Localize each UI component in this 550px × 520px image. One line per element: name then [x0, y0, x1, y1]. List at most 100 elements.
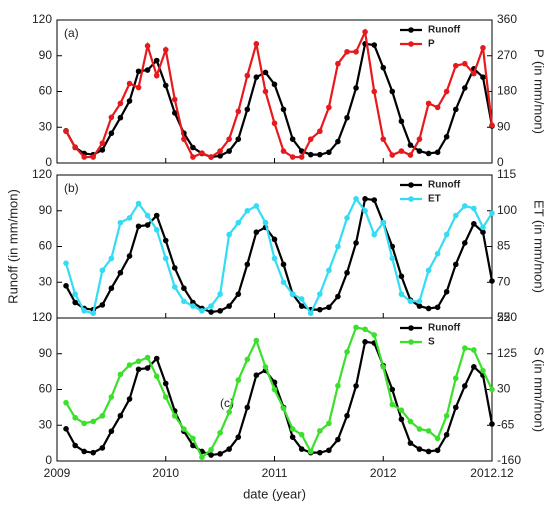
point — [162, 237, 169, 244]
point — [63, 283, 69, 289]
y-tick-label: 0 — [45, 310, 52, 324]
point — [407, 440, 414, 446]
point — [90, 418, 97, 425]
y-tick-label: 0 — [45, 453, 52, 467]
point — [208, 452, 214, 458]
point — [335, 382, 341, 389]
point — [307, 448, 314, 455]
point — [462, 60, 468, 67]
y2-tick-label: -65 — [497, 417, 515, 431]
point — [452, 404, 459, 411]
y-tick-label: 120 — [32, 310, 52, 324]
point — [452, 212, 459, 219]
point — [72, 144, 78, 150]
point — [235, 377, 242, 383]
point — [353, 240, 359, 246]
point — [117, 114, 124, 121]
point — [434, 304, 441, 311]
point — [326, 267, 332, 274]
legend-marker — [408, 325, 414, 331]
point — [289, 426, 296, 432]
point — [217, 291, 223, 297]
point — [108, 114, 115, 121]
point — [72, 414, 78, 421]
y-tick-label: 90 — [39, 203, 53, 217]
point — [135, 68, 142, 75]
legend-label: Runoff — [428, 180, 461, 191]
point — [171, 413, 178, 419]
legend-label: Runoff — [428, 25, 461, 36]
point — [335, 138, 341, 145]
point — [108, 428, 115, 435]
series-line — [64, 196, 493, 316]
point — [171, 110, 178, 116]
point — [217, 429, 223, 436]
point — [153, 212, 160, 219]
point — [99, 267, 106, 274]
point — [307, 136, 314, 142]
point — [416, 303, 423, 309]
point — [108, 130, 115, 137]
point — [271, 255, 278, 262]
y2-tick-label: 90 — [497, 119, 511, 133]
point — [317, 151, 323, 158]
point — [226, 231, 232, 238]
point — [471, 364, 477, 370]
point — [353, 383, 359, 389]
point — [108, 394, 115, 400]
point — [452, 261, 459, 268]
y-tick-label: 30 — [39, 119, 53, 133]
point — [462, 383, 468, 389]
point — [153, 373, 160, 380]
y-tick-label: 60 — [39, 239, 53, 253]
plot-frame — [56, 19, 493, 164]
point — [480, 229, 486, 235]
point — [99, 445, 106, 451]
point — [443, 413, 450, 419]
point — [407, 298, 414, 305]
y-tick-label: 90 — [39, 48, 53, 62]
point — [371, 231, 378, 238]
point — [144, 43, 151, 49]
annotation: (b) — [64, 181, 79, 195]
point — [416, 426, 423, 432]
point — [117, 371, 124, 378]
point — [443, 88, 450, 95]
legend-marker — [408, 27, 414, 33]
point — [99, 302, 106, 308]
y2-axis-label: P (in mm/mon) — [532, 49, 547, 134]
point — [298, 296, 305, 302]
point — [126, 98, 133, 104]
point — [63, 426, 69, 432]
y2-tick-label: 0 — [497, 155, 504, 169]
point — [253, 337, 260, 344]
point — [99, 413, 106, 419]
point — [217, 153, 223, 159]
point — [389, 243, 396, 250]
point — [253, 203, 260, 209]
point — [126, 362, 133, 368]
point — [344, 349, 350, 355]
x-axis-label: date (year) — [243, 486, 306, 501]
point — [280, 261, 287, 268]
point — [425, 100, 432, 107]
point — [298, 154, 305, 160]
point — [289, 154, 296, 160]
point — [326, 104, 332, 111]
point — [389, 401, 396, 408]
point — [452, 106, 459, 113]
y-tick-label: 30 — [39, 417, 53, 431]
point — [190, 144, 196, 151]
y2-axis-label: S (in mm/mon) — [532, 347, 547, 432]
point — [181, 136, 187, 142]
point — [90, 154, 97, 160]
point — [443, 231, 450, 238]
point — [153, 227, 160, 233]
point — [253, 74, 260, 80]
point — [389, 152, 396, 158]
point — [217, 451, 223, 457]
point — [217, 148, 223, 154]
y2-tick-label: 30 — [497, 382, 511, 396]
point — [443, 133, 450, 140]
point — [362, 29, 368, 35]
